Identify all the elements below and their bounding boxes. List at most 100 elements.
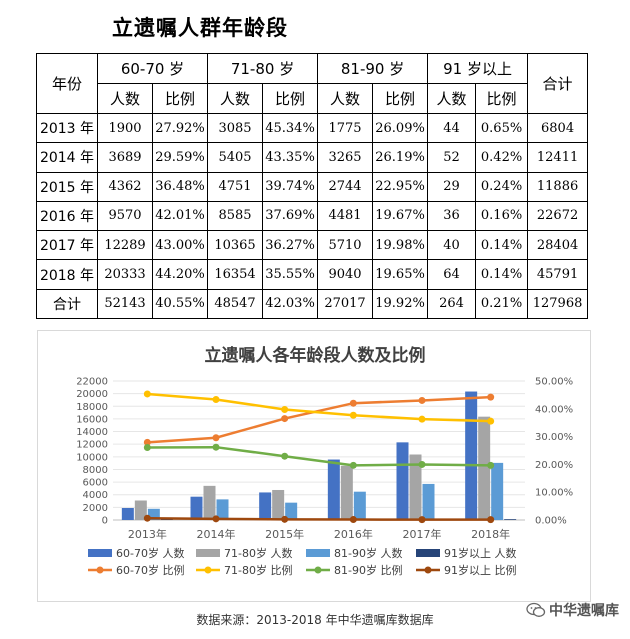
bar <box>504 519 517 520</box>
year-cell: 2016 年 <box>36 200 98 232</box>
year-cell: 合计 <box>36 288 98 320</box>
data-point <box>487 461 495 469</box>
table-cell: 39.74% <box>262 171 319 202</box>
right-axis-tick-label: 10.00% <box>535 488 573 499</box>
table-cell: 0.65% <box>475 112 529 144</box>
data-point <box>212 434 220 442</box>
table-cell: 1900 <box>97 112 153 144</box>
data-point <box>143 514 151 522</box>
table-row: 2013 年 1900 27.92% 3085 45.34% 1775 26.0… <box>36 112 589 144</box>
bar <box>396 442 409 520</box>
table-cell: 19.98% <box>372 230 429 261</box>
left-axis-tick-label: 22000 <box>76 377 108 388</box>
left-axis-tick-label: 4000 <box>83 490 108 501</box>
bar <box>285 502 298 520</box>
left-axis-tick-label: 20000 <box>76 389 108 400</box>
count-subheader: 人数 <box>97 83 153 114</box>
table-cell: 1775 <box>317 112 374 144</box>
group-header: 71-80 岁 <box>207 53 319 84</box>
table-cell: 36.48% <box>151 171 209 202</box>
table-row: 2015 年 4362 36.48% 4751 39.74% 2744 22.9… <box>36 171 589 202</box>
x-axis-tick-label: 2015年 <box>265 527 304 541</box>
table-cell: 35.55% <box>262 259 319 290</box>
table-cell: 0.42% <box>475 142 529 173</box>
left-axis-tick-label: 8000 <box>83 465 108 476</box>
table-cell: 19.67% <box>372 200 429 232</box>
table-cell: 48547 <box>207 288 264 320</box>
ratio-subheader: 比例 <box>372 83 429 114</box>
group-header: 91 岁以上 <box>427 53 529 84</box>
bar <box>422 483 435 520</box>
table-cell: 3085 <box>207 112 264 144</box>
table-cell: 37.69% <box>262 200 319 232</box>
bar <box>478 416 491 520</box>
table-cell: 42.01% <box>151 200 209 232</box>
table-subheader-row: 人数 比例 人数 比例 人数 比例 人数 比例 <box>37 83 588 114</box>
table-row: 2018 年 20333 44.20% 16354 35.55% 9040 19… <box>36 259 589 290</box>
data-point <box>487 516 495 524</box>
ratio-subheader: 比例 <box>151 83 209 114</box>
watermark: 中华遗嘱库 <box>526 600 619 620</box>
data-point <box>143 390 151 398</box>
bar <box>134 500 147 520</box>
table-cell: 0.16% <box>475 200 529 232</box>
legend-label: 71-80岁 人数 <box>224 546 292 560</box>
table-row: 2016 年 9570 42.01% 8585 37.69% 4481 19.6… <box>36 200 589 232</box>
table-cell: 12289 <box>97 230 153 261</box>
table-cell: 52143 <box>97 288 153 320</box>
table-title: 立遗嘱人群年龄段 <box>112 16 288 40</box>
bar <box>203 485 216 520</box>
table-cell: 20333 <box>97 259 153 290</box>
table-cell: 27.92% <box>151 112 209 144</box>
legend-label: 91岁以上 人数 <box>444 546 517 560</box>
legend-swatch <box>306 549 330 557</box>
table-cell: 264 <box>427 288 477 320</box>
table-cell: 5710 <box>317 230 374 261</box>
table-cell: 43.00% <box>151 230 209 261</box>
bar <box>147 508 160 520</box>
bar <box>259 492 272 520</box>
data-point <box>281 415 289 423</box>
left-axis-tick-label: 10000 <box>76 452 108 463</box>
table-cell: 27017 <box>317 288 374 320</box>
legend-label: 60-70岁 人数 <box>116 546 184 560</box>
table-cell: 0.24% <box>475 171 529 202</box>
data-point <box>349 411 357 419</box>
legend-label: 91岁以上 比例 <box>444 563 517 577</box>
table-total-row: 合计 52143 40.55% 48547 42.03% 27017 19.92… <box>36 288 589 320</box>
x-axis-tick-label: 2014年 <box>197 527 236 541</box>
table-cell: 40 <box>427 230 477 261</box>
right-axis-tick-label: 20.00% <box>535 460 573 471</box>
bar <box>409 454 422 520</box>
year-header: 年份 <box>36 53 98 114</box>
table-cell: 22.95% <box>372 171 429 202</box>
total-cell: 22672 <box>527 200 589 232</box>
series-line <box>147 395 491 444</box>
year-cell: 2017 年 <box>36 230 98 261</box>
data-point <box>212 443 220 451</box>
total-cell: 127968 <box>527 288 589 320</box>
legend-label: 71-80岁 比例 <box>224 563 292 577</box>
bar <box>353 491 366 520</box>
total-header: 合计 <box>527 53 589 114</box>
table-cell: 4481 <box>317 200 374 232</box>
left-axis-tick-label: 6000 <box>83 478 108 489</box>
table-cell: 0.14% <box>475 259 529 290</box>
series-line <box>147 445 491 467</box>
table-cell: 43.35% <box>262 142 319 173</box>
table-cell: 45.34% <box>262 112 319 144</box>
bar <box>272 489 285 520</box>
table-cell: 4751 <box>207 171 264 202</box>
table-cell: 16354 <box>207 259 264 290</box>
data-point <box>212 395 220 403</box>
legend-label: 60-70岁 比例 <box>116 563 184 577</box>
group-header: 60-70 岁 <box>96 53 209 84</box>
wechat-icon <box>526 602 546 617</box>
data-point <box>418 460 426 468</box>
data-point <box>418 516 426 524</box>
watermark-text: 中华遗嘱库 <box>549 603 619 619</box>
legend-swatch <box>88 549 112 557</box>
x-axis-tick-label: 2016年 <box>334 527 373 541</box>
total-cell: 45791 <box>527 259 589 290</box>
